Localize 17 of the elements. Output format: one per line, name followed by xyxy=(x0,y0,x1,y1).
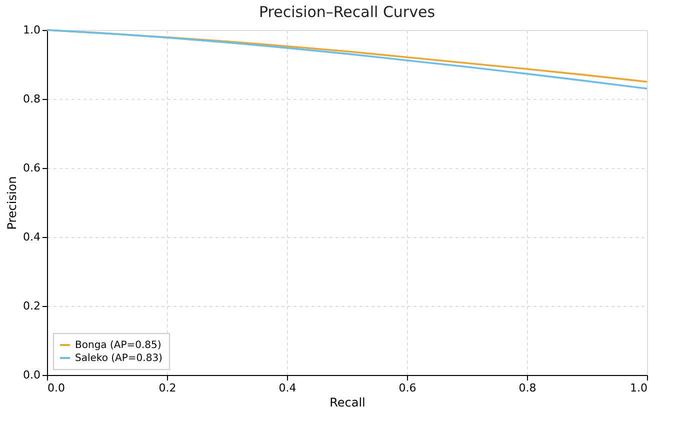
x-tick-label: 0.2 xyxy=(158,382,176,394)
legend-label: Saleko (AP=0.83) xyxy=(75,353,163,364)
x-axis-title: Recall xyxy=(330,396,366,410)
legend-label: Bonga (AP=0.85) xyxy=(75,340,162,351)
y-tick-label: 0.0 xyxy=(23,368,40,382)
x-tick-label: 0.4 xyxy=(278,382,296,394)
y-tick-label: 0.8 xyxy=(23,92,40,106)
chart-title: Precision–Recall Curves xyxy=(258,3,436,21)
x-tick-label: 0.0 xyxy=(48,382,65,394)
y-tick-label: 0.2 xyxy=(23,300,40,312)
y-tick-label: 0.4 xyxy=(23,230,40,244)
x-tick-label: 0.8 xyxy=(518,382,536,394)
y-axis-title: Precision xyxy=(5,176,20,230)
x-tick-label: 0.6 xyxy=(398,382,416,394)
y-tick-label: 1.0 xyxy=(23,24,40,36)
y-tick-label: 0.6 xyxy=(23,162,40,174)
x-tick-label: 1.0 xyxy=(630,382,648,394)
